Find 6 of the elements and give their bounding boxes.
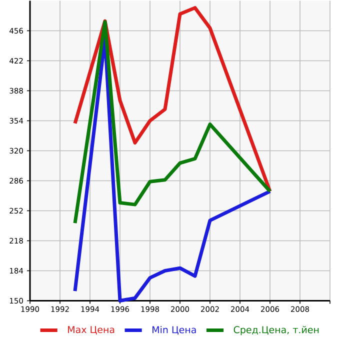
legend-label: Max Цена — [68, 326, 114, 335]
line-series — [73, 6, 272, 194]
legend-label: Сред.Цена, т.йен — [234, 326, 319, 336]
line-series — [73, 20, 272, 226]
line-series — [73, 36, 272, 303]
legend-label: Min Цена — [152, 326, 196, 335]
